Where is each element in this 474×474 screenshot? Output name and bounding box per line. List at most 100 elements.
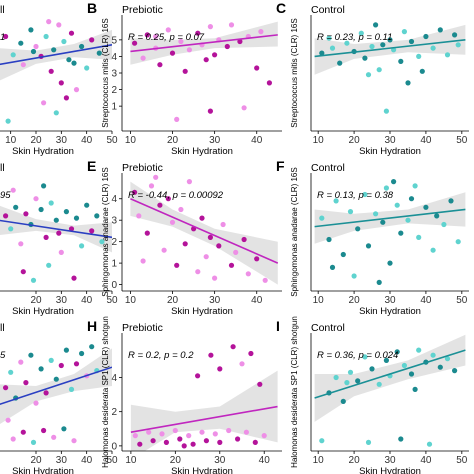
data-point: [56, 230, 62, 236]
data-point: [369, 43, 375, 50]
data-point: [10, 436, 16, 442]
data-point: [5, 118, 11, 124]
data-point: [165, 27, 171, 33]
x-tick-label: 50: [106, 295, 118, 306]
data-point: [376, 67, 382, 73]
x-tick-label: 10: [125, 295, 137, 306]
data-point: [43, 234, 49, 240]
stat-annotation: R = -0.44, p = 0.00092: [128, 190, 224, 201]
data-point: [241, 236, 247, 243]
x-tick-label: 40: [251, 135, 263, 146]
data-point: [437, 364, 443, 370]
data-point: [48, 357, 54, 363]
data-point: [444, 356, 451, 362]
panel-e: 10 20 30 40 0 1 2 3 4 Skin Hydration Sphingomonas …: [87, 158, 282, 317]
data-point: [224, 43, 230, 50]
data-point: [376, 279, 382, 285]
y-tick-label: 4: [111, 373, 117, 384]
x-tick-label: 10: [125, 455, 137, 466]
data-point: [412, 183, 418, 189]
data-point: [161, 247, 167, 253]
y-tick-label: 1: [111, 102, 117, 113]
y-tick-label: 1: [111, 259, 117, 270]
y-tick-label: 3: [111, 69, 117, 80]
data-point: [405, 217, 411, 223]
data-point: [136, 213, 142, 219]
data-point: [408, 38, 415, 45]
data-point: [398, 230, 404, 236]
data-point: [362, 55, 368, 61]
data-point: [38, 206, 44, 213]
panel-title: Prebiotic: [122, 162, 163, 174]
x-tick-label: 20: [30, 455, 42, 466]
data-point: [23, 380, 29, 386]
data-point: [3, 33, 9, 40]
x-axis-label: Skin Hydration: [359, 466, 421, 474]
x-tick-label: 40: [420, 295, 432, 306]
data-point: [398, 436, 404, 442]
y-tick-label: 3: [111, 216, 117, 227]
data-point: [212, 52, 218, 58]
data-point: [444, 52, 451, 58]
x-tick-label: 20: [167, 295, 179, 306]
data-point: [419, 68, 425, 74]
data-point: [43, 390, 49, 396]
data-point: [132, 189, 138, 195]
data-point: [144, 230, 150, 236]
data-point: [53, 376, 59, 382]
panel-title: Prebiotic: [122, 322, 163, 334]
confidence-band: [0, 29, 112, 81]
data-point: [63, 95, 69, 101]
data-point: [140, 55, 146, 61]
x-tick-label: 10: [313, 455, 325, 466]
data-point: [216, 243, 222, 249]
data-point: [33, 400, 39, 406]
data-point: [195, 269, 201, 275]
data-point: [262, 277, 268, 283]
x-tick-label: 50: [456, 295, 468, 306]
data-point: [340, 251, 346, 258]
x-tick-label: 40: [259, 455, 271, 466]
data-point: [84, 202, 90, 208]
data-point: [153, 33, 159, 40]
y-tick-label: 2: [111, 407, 117, 418]
x-tick-label: 50: [456, 455, 468, 466]
data-point: [99, 239, 105, 245]
x-tick-label: 30: [384, 455, 396, 466]
data-point: [20, 62, 26, 68]
x-tick-label: 40: [420, 135, 432, 146]
y-tick-label: 4: [111, 194, 117, 205]
data-point: [430, 247, 436, 253]
data-point: [408, 196, 415, 202]
data-point: [172, 427, 178, 434]
data-point: [157, 202, 163, 208]
data-point: [148, 183, 155, 189]
data-point: [8, 369, 14, 375]
regression-line: [0, 44, 112, 66]
data-point: [182, 241, 188, 247]
x-tick-label: 20: [349, 295, 361, 306]
data-point: [455, 239, 461, 245]
data-point: [66, 57, 72, 63]
data-point: [13, 204, 19, 210]
data-point: [380, 42, 386, 48]
regression-line: [314, 349, 466, 399]
data-point: [337, 60, 343, 66]
data-point: [28, 352, 34, 358]
data-point: [61, 38, 67, 45]
data-point: [30, 277, 37, 283]
data-point: [248, 350, 254, 357]
x-tick-label: 20: [30, 295, 42, 306]
data-point: [28, 27, 34, 33]
data-point: [140, 258, 146, 264]
data-point: [174, 116, 180, 122]
y-tick-label: 5: [111, 35, 117, 46]
y-axis-label: Sphingomonas anadarae (CLR) 16S: [101, 167, 110, 296]
data-point: [228, 262, 235, 268]
data-point: [199, 215, 205, 221]
data-point: [326, 35, 332, 41]
regression-line: [0, 219, 112, 239]
y-axis-label: Sphingomonas anadarae (CLR) 16S: [290, 167, 299, 296]
data-point: [329, 45, 336, 51]
